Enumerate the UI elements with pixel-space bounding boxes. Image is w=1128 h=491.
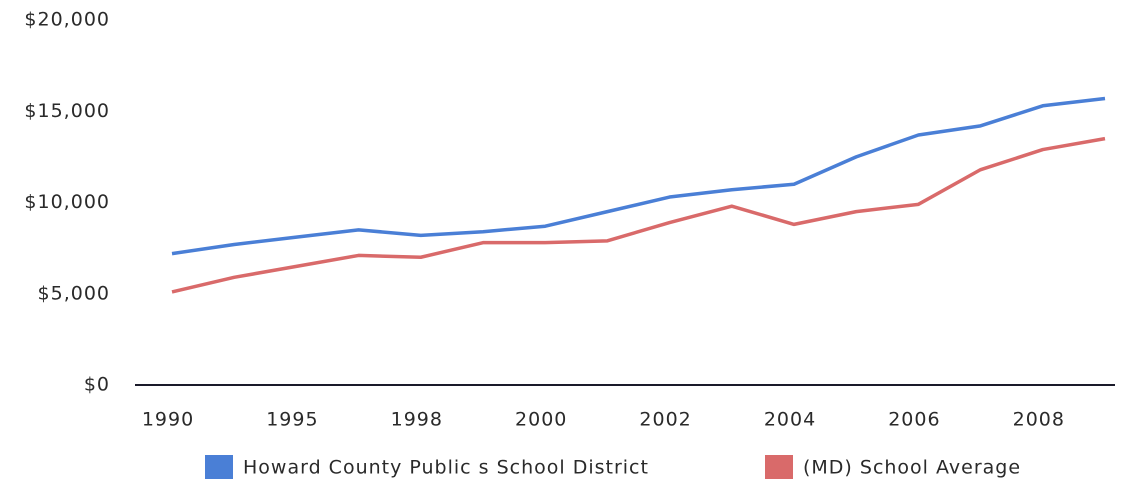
x-tick-label: 2000 xyxy=(515,409,567,431)
legend-label: Howard County Public s School District xyxy=(243,457,649,479)
series-line xyxy=(171,96,1106,256)
x-tick-label: 1998 xyxy=(391,409,443,431)
y-tick-label: $0 xyxy=(84,374,110,396)
y-tick-label: $10,000 xyxy=(24,191,110,213)
x-tick-label: 2002 xyxy=(639,409,691,431)
legend-swatch xyxy=(765,455,793,479)
y-tick-label: $5,000 xyxy=(38,282,110,304)
x-tick-label: 2008 xyxy=(1013,409,1065,431)
series-line xyxy=(171,136,1106,294)
x-tick-label: 2004 xyxy=(764,409,816,431)
y-tick-label: $20,000 xyxy=(24,9,110,31)
legend-swatch xyxy=(205,455,233,479)
x-tick-label: 1995 xyxy=(266,409,318,431)
y-tick-label: $15,000 xyxy=(24,100,110,122)
x-tick-label: 1990 xyxy=(142,409,194,431)
x-tick-label: 2006 xyxy=(888,409,940,431)
legend-label: (MD) School Average xyxy=(803,457,1021,479)
